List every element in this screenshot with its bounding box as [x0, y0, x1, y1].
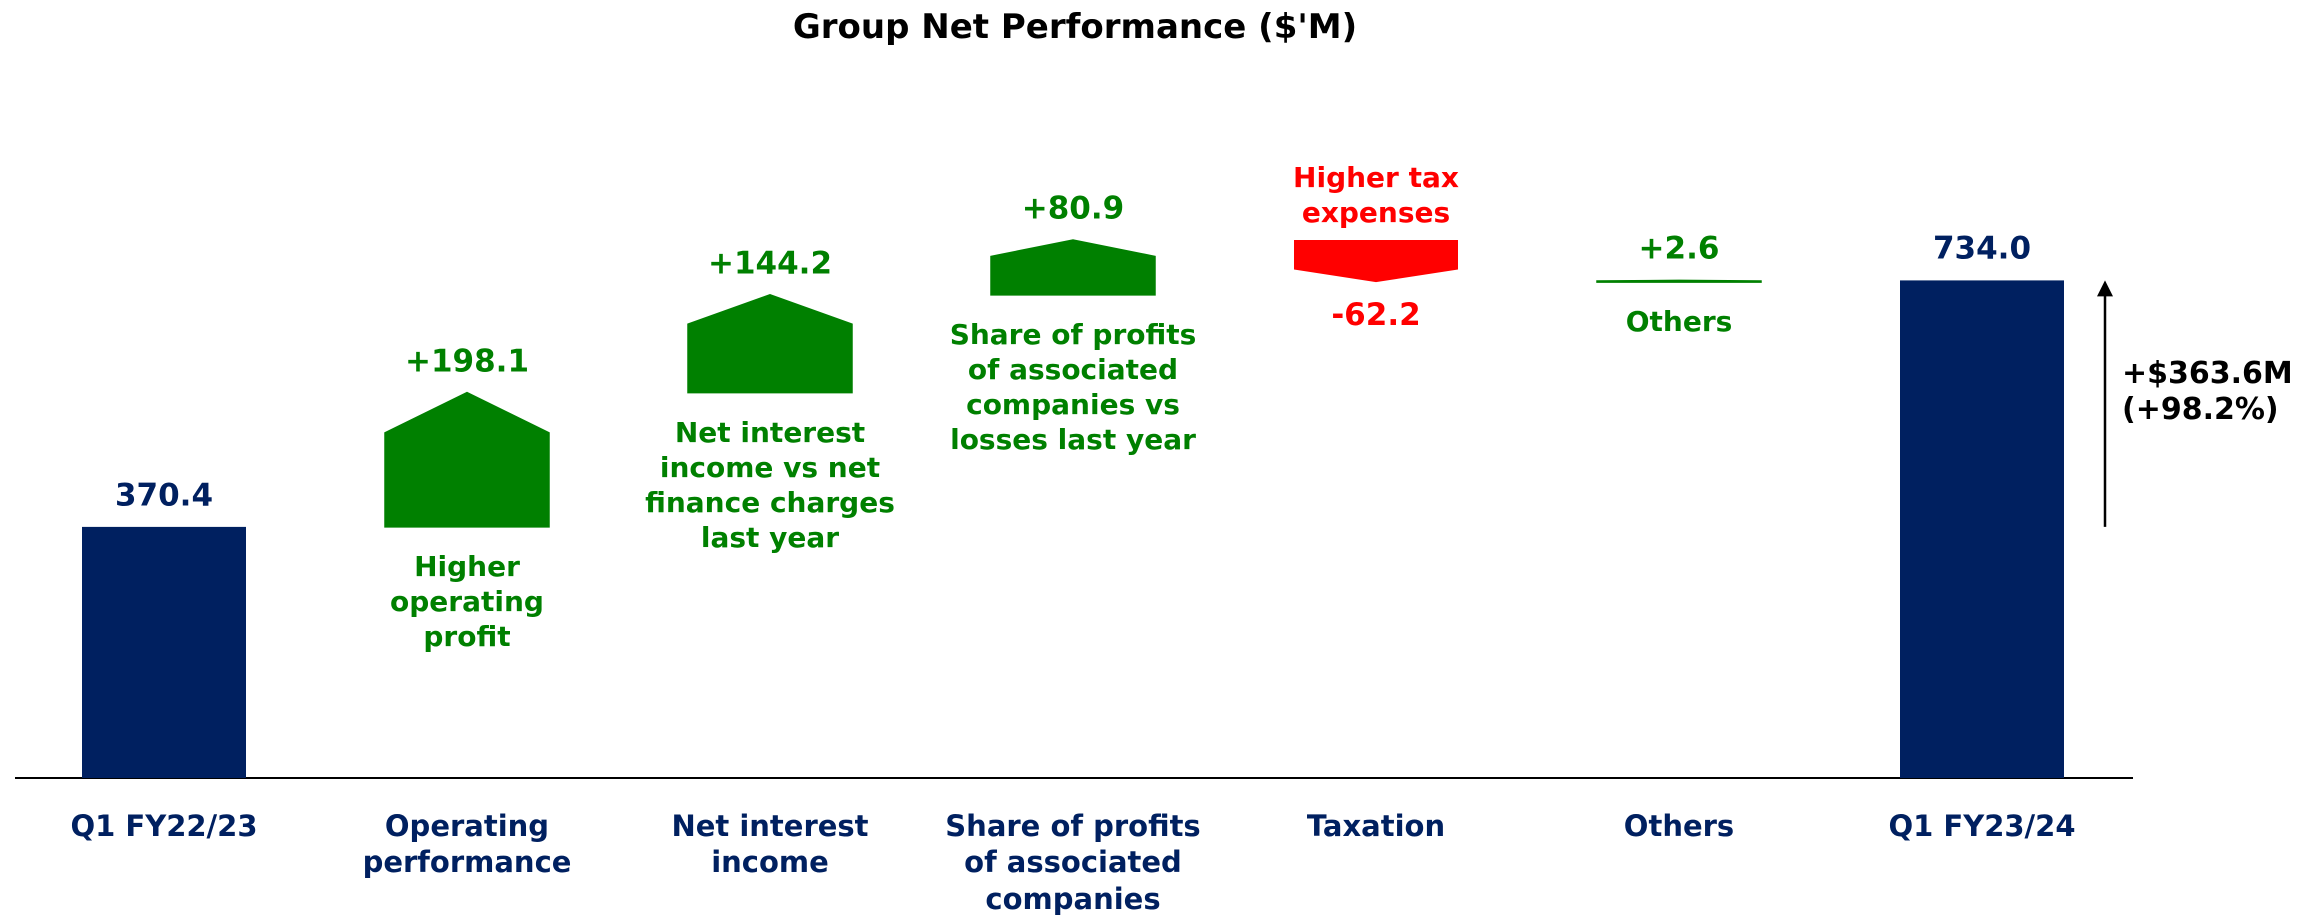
- annotation: Higher operating profit: [390, 549, 544, 653]
- chart-title: Group Net Performance ($'M): [792, 7, 1358, 47]
- annotation: Higher tax expenses: [1293, 161, 1459, 229]
- x-tick-label: Q1 FY22/23: [70, 809, 258, 843]
- value-label: +198.1: [404, 342, 530, 379]
- value-label: 734.0: [1932, 230, 2032, 267]
- increase-bar: [384, 391, 550, 528]
- increase-bar: [1596, 279, 1762, 283]
- side-annotation-line: +$363.6M: [2122, 355, 2293, 391]
- value-label: +80.9: [1021, 190, 1125, 227]
- increase-bar: [990, 239, 1156, 296]
- increase-bar: [687, 294, 853, 394]
- annotation: Share of profits of associated companies…: [949, 317, 1197, 456]
- x-tick-label: Net interest income: [671, 809, 869, 880]
- value-label: -62.2: [1331, 297, 1421, 334]
- x-tick-label: Taxation: [1306, 809, 1446, 843]
- arrow-head: [2097, 280, 2113, 297]
- value-label: +2.6: [1638, 230, 1720, 267]
- x-tick-label: Others: [1623, 809, 1735, 843]
- x-tick-label: Share of profits of associated companies: [945, 809, 1201, 916]
- value-label: 370.4: [114, 477, 214, 514]
- annotation: Net interest income vs net finance charg…: [645, 415, 895, 554]
- value-label: +144.2: [707, 245, 833, 282]
- total-bar: [1900, 280, 2064, 778]
- x-tick-label: Operating performance: [362, 809, 572, 880]
- annotation: Others: [1625, 305, 1733, 339]
- x-tick-label: Q1 FY23/24: [1888, 809, 2076, 843]
- side-annotation-line: (+98.2%): [2122, 391, 2279, 427]
- side-annotation: +$363.6M (+98.2%): [2122, 356, 2293, 428]
- decrease-bar: [1294, 240, 1458, 283]
- total-bar: [82, 526, 246, 778]
